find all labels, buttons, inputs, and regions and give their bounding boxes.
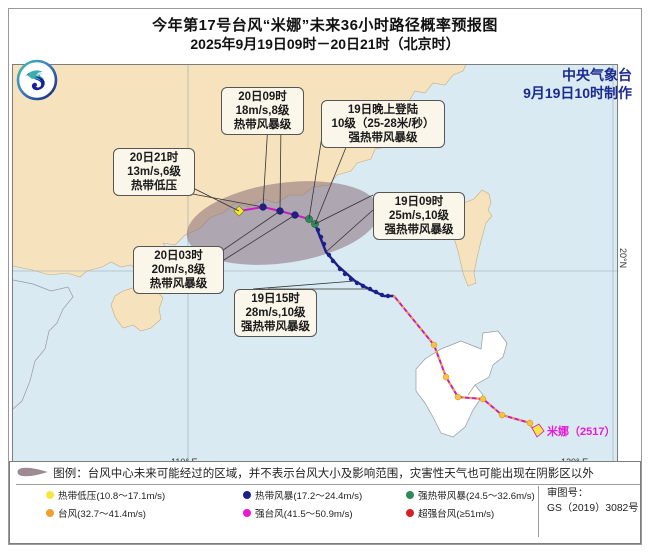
svg-text:米娜（2517）: 米娜（2517）: [546, 424, 615, 438]
